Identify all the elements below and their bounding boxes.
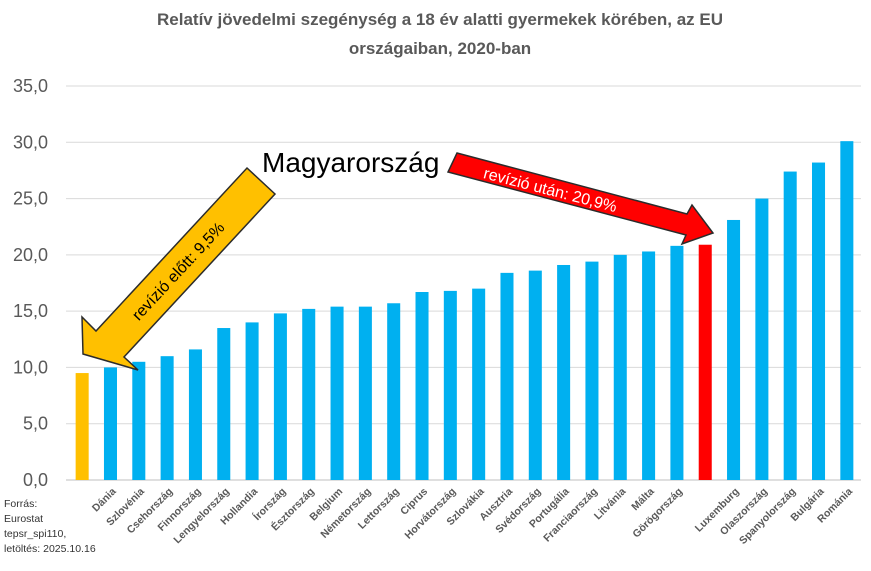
bar [443, 290, 457, 480]
x-tick-label: Litvánia [592, 486, 629, 523]
bar [500, 272, 514, 480]
bar [755, 198, 769, 481]
bar [330, 306, 344, 480]
source-note: Forrás: Eurostat tepsr_spi110, letöltés:… [4, 497, 96, 557]
bar [387, 303, 401, 480]
bar [840, 141, 854, 480]
bars [75, 141, 854, 481]
bar [642, 251, 656, 480]
chart-title-line-1: Relatív jövedelmi szegénység a 18 év ala… [157, 10, 723, 29]
bar [812, 162, 826, 480]
bar [103, 367, 117, 480]
chart-title-line-2: országaiban, 2020-ban [349, 39, 531, 58]
x-axis-ticks: DániaSzlovéniaCsehországFinnországLengye… [90, 485, 855, 547]
after-arrow-shape [446, 152, 715, 246]
y-tick-label: 0,0 [23, 470, 48, 490]
y-tick-label: 25,0 [13, 189, 48, 209]
bar [160, 356, 174, 480]
source-line-4: letöltés: 2025.10.16 [4, 543, 96, 555]
y-tick-label: 35,0 [13, 76, 48, 96]
source-line-2: Eurostat [4, 513, 44, 525]
bar [302, 308, 316, 480]
hungary-label: Magyarország [262, 147, 439, 178]
bar [217, 328, 231, 480]
y-tick-label: 30,0 [13, 132, 48, 152]
bar [670, 245, 684, 480]
y-tick-label: 15,0 [13, 301, 48, 321]
bar [613, 254, 627, 480]
bar [75, 373, 89, 480]
bar [245, 322, 259, 480]
bar [528, 270, 542, 480]
before-arrow-shape [81, 166, 277, 371]
bar [783, 171, 797, 480]
bar [698, 244, 712, 480]
bar [585, 261, 599, 480]
y-tick-label: 5,0 [23, 414, 48, 434]
bar [132, 361, 146, 480]
y-tick-label: 20,0 [13, 245, 48, 265]
bar [415, 292, 429, 480]
y-tick-label: 10,0 [13, 357, 48, 377]
bar [273, 313, 287, 480]
bar [727, 219, 741, 480]
bar [358, 306, 372, 480]
x-tick-label: Görögország [630, 486, 685, 541]
bar [188, 349, 202, 480]
source-line-1: Forrás: [4, 498, 38, 510]
bar [472, 288, 486, 480]
source-line-3: tepsr_spi110, [4, 528, 67, 540]
y-axis-ticks: 0,0 5,0 10,0 15,0 20,0 25,0 30,0 35,0 [13, 76, 48, 490]
before-revision-label: revízió előtt: 9,5% [129, 220, 228, 325]
bar [557, 264, 571, 480]
